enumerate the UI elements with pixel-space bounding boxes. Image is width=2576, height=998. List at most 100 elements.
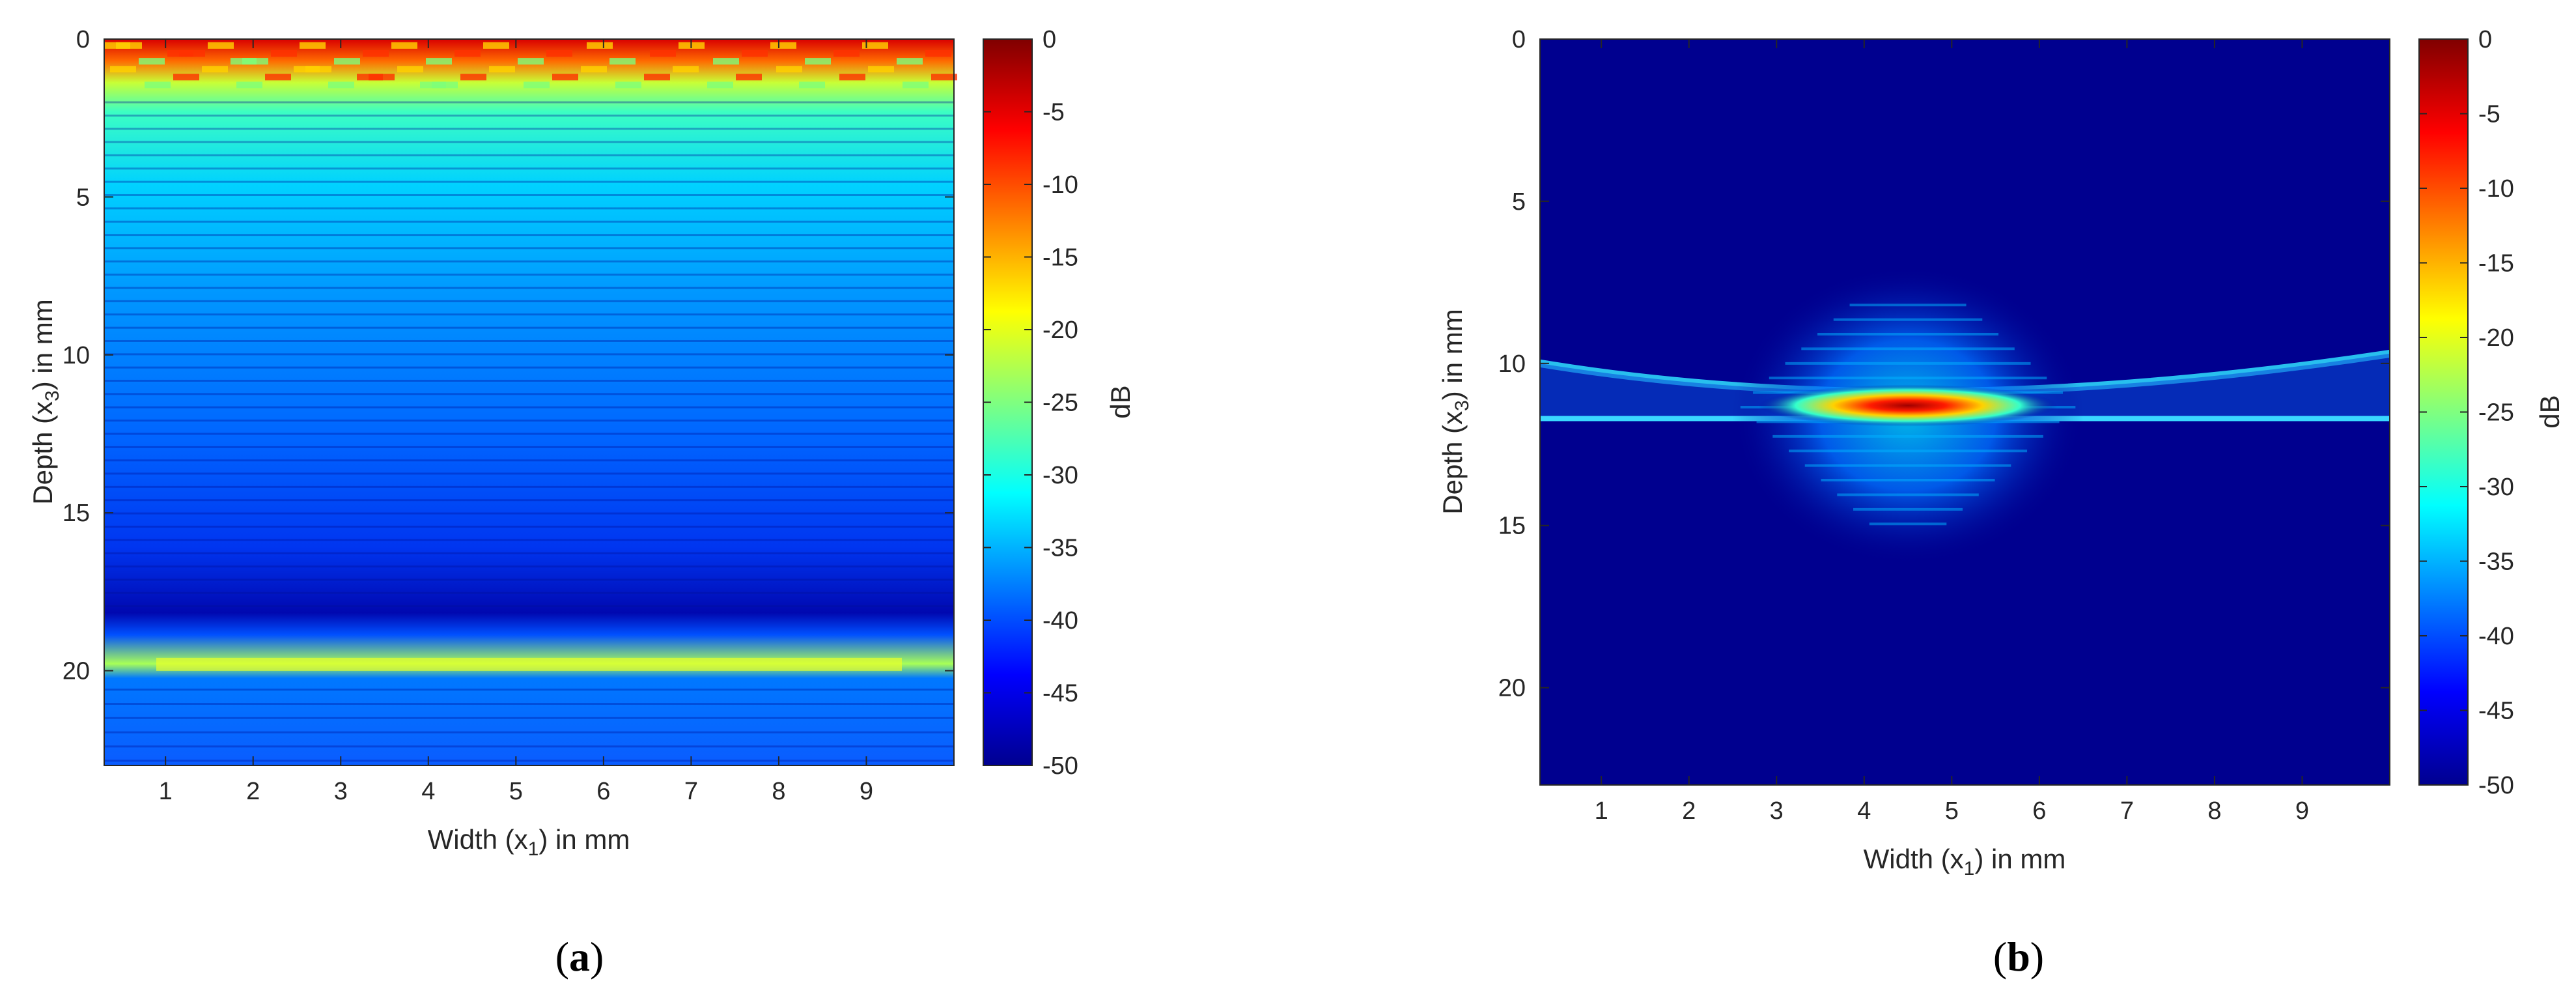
- panel-a-surface-speckle: [552, 74, 578, 81]
- panel-a-plot-area: [104, 39, 954, 765]
- panel-a-x-tick-label: 5: [509, 778, 523, 805]
- panel-b-x-tick-label: 5: [1945, 797, 1959, 825]
- panel-a-colorbar-tick-label: -10: [1043, 171, 1078, 199]
- panel-a-colorbar-tick-label: -5: [1043, 99, 1065, 126]
- panel-a-colorbar-tick-label: -40: [1043, 607, 1078, 634]
- panel-a-colorbar-tick-label: -20: [1043, 317, 1078, 344]
- panel-a-colorbar-tick-label: -30: [1043, 462, 1078, 489]
- panel-a-surface-speckle: [518, 58, 544, 65]
- panel-a-surface-speckle: [833, 50, 860, 57]
- panel-a-surface-speckle: [742, 50, 768, 57]
- panel-a-surface-speckle: [546, 50, 572, 57]
- panel-a-surface-speckle: [609, 58, 636, 65]
- panel-b-x-tick-label: 6: [2032, 797, 2046, 825]
- panel-a-y-tick-label: 5: [76, 184, 90, 211]
- panel-a-surface-speckle: [707, 81, 733, 89]
- panel-a-surface-speckle: [455, 50, 481, 57]
- panel-a-surface-speckle: [179, 50, 205, 57]
- panel-a-surface-speckle: [271, 50, 297, 57]
- panel-a-surface-speckle: [432, 81, 458, 89]
- panel-b-x-ticks: 1 2 3 4 5 6 7 8 9: [1595, 39, 2309, 825]
- panel-b-colorbar-tick-label: -50: [2478, 772, 2514, 799]
- panel-a-x-tick-label: 7: [684, 778, 698, 805]
- panel-a-surface-speckle: [328, 81, 354, 89]
- panel-a-y-tick-label: 15: [63, 500, 90, 527]
- panel-a-surface-speckle: [173, 74, 199, 81]
- panel-a-y-ticks: 0 5 10 15 20: [63, 26, 954, 685]
- panel-b-x-tick-label: 9: [2295, 797, 2309, 825]
- panel-a-x-tick-label: 1: [159, 778, 173, 805]
- panel-a-colorbar-tick-label: -35: [1043, 535, 1078, 562]
- panel-a-surface-speckle: [805, 58, 831, 65]
- panel-a-colorbar-ticks: 0 -5 -10 -15 -20 -25 -30 -35 -40 -45 -50: [983, 26, 1078, 780]
- panel-b-colorbar-tick-label: -35: [2478, 549, 2514, 576]
- panel-a-surface-speckle: [903, 81, 929, 89]
- panel-a-surface-speckle: [713, 58, 739, 65]
- panel-a-surface-speckle: [897, 58, 923, 65]
- panel-a-surface-speckle: [110, 66, 136, 73]
- panel-b-y-tick-label: 15: [1498, 513, 1526, 540]
- panel-a-surface-speckle: [265, 74, 291, 81]
- panel-a-surface-speckle: [300, 42, 326, 49]
- panel-b-colorbar-label: dB: [2534, 395, 2565, 428]
- panel-a-surface-speckle: [363, 50, 389, 57]
- panel-a-surface-speckle: [305, 66, 331, 73]
- panel-b-caption: (b): [1993, 934, 2044, 980]
- panel-a-colorbar-tick-label: -45: [1043, 680, 1078, 707]
- panel-a-y-axis-label: Depth (x3) in mm: [27, 299, 63, 504]
- panel-a-y-tick-label: 20: [63, 658, 90, 685]
- panel-b-colorbar: [2418, 38, 2469, 786]
- panel-b-colorbar-tick-label: -15: [2478, 250, 2514, 278]
- panel-a-surface-speckle: [862, 42, 888, 49]
- panel-b-axes-box: [1539, 38, 2390, 786]
- panel-a-surface-speckle: [868, 66, 894, 73]
- panel-a-x-tick-label: 6: [596, 778, 610, 805]
- panel-b-y-tick-label: 10: [1498, 350, 1526, 378]
- panel-a-x-axis-label: Width (x1) in mm: [428, 824, 630, 860]
- panel-b-y-tick-label: 20: [1498, 675, 1526, 702]
- panel-a-surface-speckle: [770, 42, 796, 49]
- panel-b-features: [1539, 265, 2390, 565]
- panel-b-colorbar-tick-label: -20: [2478, 324, 2514, 352]
- panel-a-surface-speckle: [369, 74, 395, 81]
- panel-a-surface-speckle: [931, 74, 957, 81]
- panel-a-surface-speckle: [397, 66, 423, 73]
- panel-a-surface-speckle: [242, 58, 268, 65]
- panel-b-y-tick-label: 0: [1512, 26, 1526, 53]
- panel-a-x-tick-label: 2: [246, 778, 260, 805]
- panel-b-colorbar-tick-label: 0: [2478, 26, 2492, 53]
- panel-a-surface-speckle: [426, 58, 452, 65]
- panel-b-x-tick-label: 4: [1857, 797, 1871, 825]
- panel-a-surface-speckle: [650, 50, 676, 57]
- panel-a-surface-speckle: [644, 74, 670, 81]
- panel-a-surface-speckle: [581, 66, 607, 73]
- panel-b-x-tick-label: 3: [1770, 797, 1784, 825]
- panel-a-surface-speckle: [116, 42, 142, 49]
- panel-b-focal-spot: [1758, 384, 2058, 427]
- panel-b-colorbar-tick-label: -5: [2478, 101, 2500, 128]
- panel-a-surface-speckle: [145, 81, 171, 89]
- panel-a-y-tick-label: 10: [63, 342, 90, 369]
- panel-a-colorbar-tick-label: 0: [1043, 26, 1056, 53]
- panel-a-surface-speckle: [799, 81, 825, 89]
- panel-a-colorbar-tick-label: -15: [1043, 244, 1078, 272]
- panel-a-x-tick-label: 8: [772, 778, 785, 805]
- panel-a-colorbar-tick-label: -50: [1043, 752, 1078, 780]
- panel-a-surface-speckle: [139, 58, 165, 65]
- panel-a-axes-box: [104, 38, 955, 766]
- panel-a-x-tick-label: 3: [334, 778, 348, 805]
- panel-a-surface-speckle: [615, 81, 641, 89]
- panel-a-surface-speckle: [236, 81, 262, 89]
- panel-a-colorbar-label: dB: [1105, 385, 1136, 418]
- panel-b-colorbar-tick-label: -25: [2478, 399, 2514, 427]
- panel-b-colorbar-ticks: 0 -5 -10 -15 -20 -25 -30 -35 -40 -45 -50: [2419, 26, 2514, 799]
- panel-a-surface-speckle: [460, 74, 486, 81]
- panel-a-striations: [104, 42, 957, 762]
- panel-a-surface-speckle: [925, 50, 951, 57]
- panel-b-x-tick-label: 8: [2207, 797, 2221, 825]
- panel-a-surface-speckle: [489, 66, 515, 73]
- panel-a-surface-speckle: [391, 42, 417, 49]
- panel-a-backwall-echo: [156, 657, 902, 671]
- panel-a-surface-speckle: [587, 42, 613, 49]
- panel-b-x-axis-label: Width (x1) in mm: [1864, 844, 2066, 879]
